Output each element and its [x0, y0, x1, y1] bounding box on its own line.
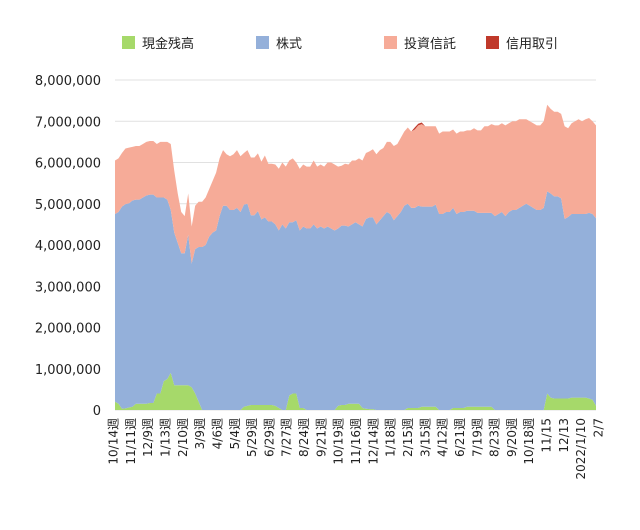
legend-swatch-cash	[122, 36, 135, 49]
y-axis: 0 1,000,000 2,000,000 3,000,000 4,000,000 5,0…	[35, 74, 101, 419]
legend-label-stocks: 株式	[276, 37, 302, 52]
x-tick-label: 12/9週	[141, 418, 155, 457]
x-tick-label: 10/19週	[332, 418, 346, 465]
x-tick-label: 12/13	[557, 418, 571, 453]
area-series-stocks	[115, 191, 596, 410]
legend-label-cash: 現金残高	[142, 36, 194, 52]
legend-label-margin: 信用取引	[506, 37, 558, 52]
x-tick-label: 8/24週	[297, 418, 311, 457]
x-tick-label: 9/20週	[505, 418, 519, 457]
x-tick-label: 4/6週	[210, 418, 224, 449]
area-series-cash	[115, 372, 596, 410]
legend-swatch-funds	[384, 36, 397, 49]
x-tick-label: 10/18週	[522, 418, 536, 465]
legend-swatch-margin	[486, 36, 499, 49]
y-tick-label: 2,000,000	[35, 322, 101, 337]
legend: 現金残高 株式 投資信託 信用取引	[122, 36, 558, 52]
x-tick-label: 9/21週	[314, 418, 328, 457]
x-tick-label: 11/16週	[349, 418, 363, 465]
x-tick-label: 2/15週	[401, 418, 415, 457]
x-tick-label: 1/13週	[158, 418, 172, 457]
x-tick-label: 2/10週	[176, 418, 190, 457]
x-tick-label: 5/4週	[228, 418, 242, 449]
x-tick-label: 2022/1/10	[574, 418, 588, 480]
x-axis: 10/14週 11/11週 12/9週 1/13週 2/10週 3/9週 4/6週 5/4週 5…	[107, 418, 606, 480]
y-tick-label: 7,000,000	[35, 115, 101, 130]
x-tick-label: 4/12週	[436, 418, 450, 457]
x-tick-label: 7/27週	[280, 418, 294, 457]
area-layer	[115, 104, 596, 410]
x-tick-label: 12/14週	[366, 418, 380, 465]
y-tick-label: 5,000,000	[35, 198, 101, 213]
x-tick-label: 6/21週	[453, 418, 467, 457]
x-tick-label: 6/29週	[262, 418, 276, 457]
x-tick-label: 11/15	[540, 418, 554, 453]
x-tick-label: 7/19週	[470, 418, 484, 457]
y-tick-label: 8,000,000	[35, 74, 101, 89]
y-tick-label: 3,000,000	[35, 280, 101, 295]
x-tick-label: 10/14週	[107, 418, 121, 465]
y-tick-label: 0	[93, 404, 101, 419]
x-tick-label: 11/11週	[124, 418, 138, 465]
x-tick-label: 8/23週	[488, 418, 502, 457]
x-tick-label: 3/9週	[193, 418, 207, 449]
x-tick-label: 5/29週	[245, 418, 259, 457]
y-tick-label: 6,000,000	[35, 157, 101, 172]
legend-swatch-stocks	[256, 36, 269, 49]
y-tick-label: 1,000,000	[35, 363, 101, 378]
x-tick-label: 1/18週	[384, 418, 398, 457]
x-tick-label: 2/7	[592, 418, 606, 437]
legend-label-funds: 投資信託	[404, 36, 456, 52]
area-series-funds	[115, 104, 596, 264]
y-tick-label: 4,000,000	[35, 239, 101, 254]
x-tick-label: 3/15週	[418, 418, 432, 457]
